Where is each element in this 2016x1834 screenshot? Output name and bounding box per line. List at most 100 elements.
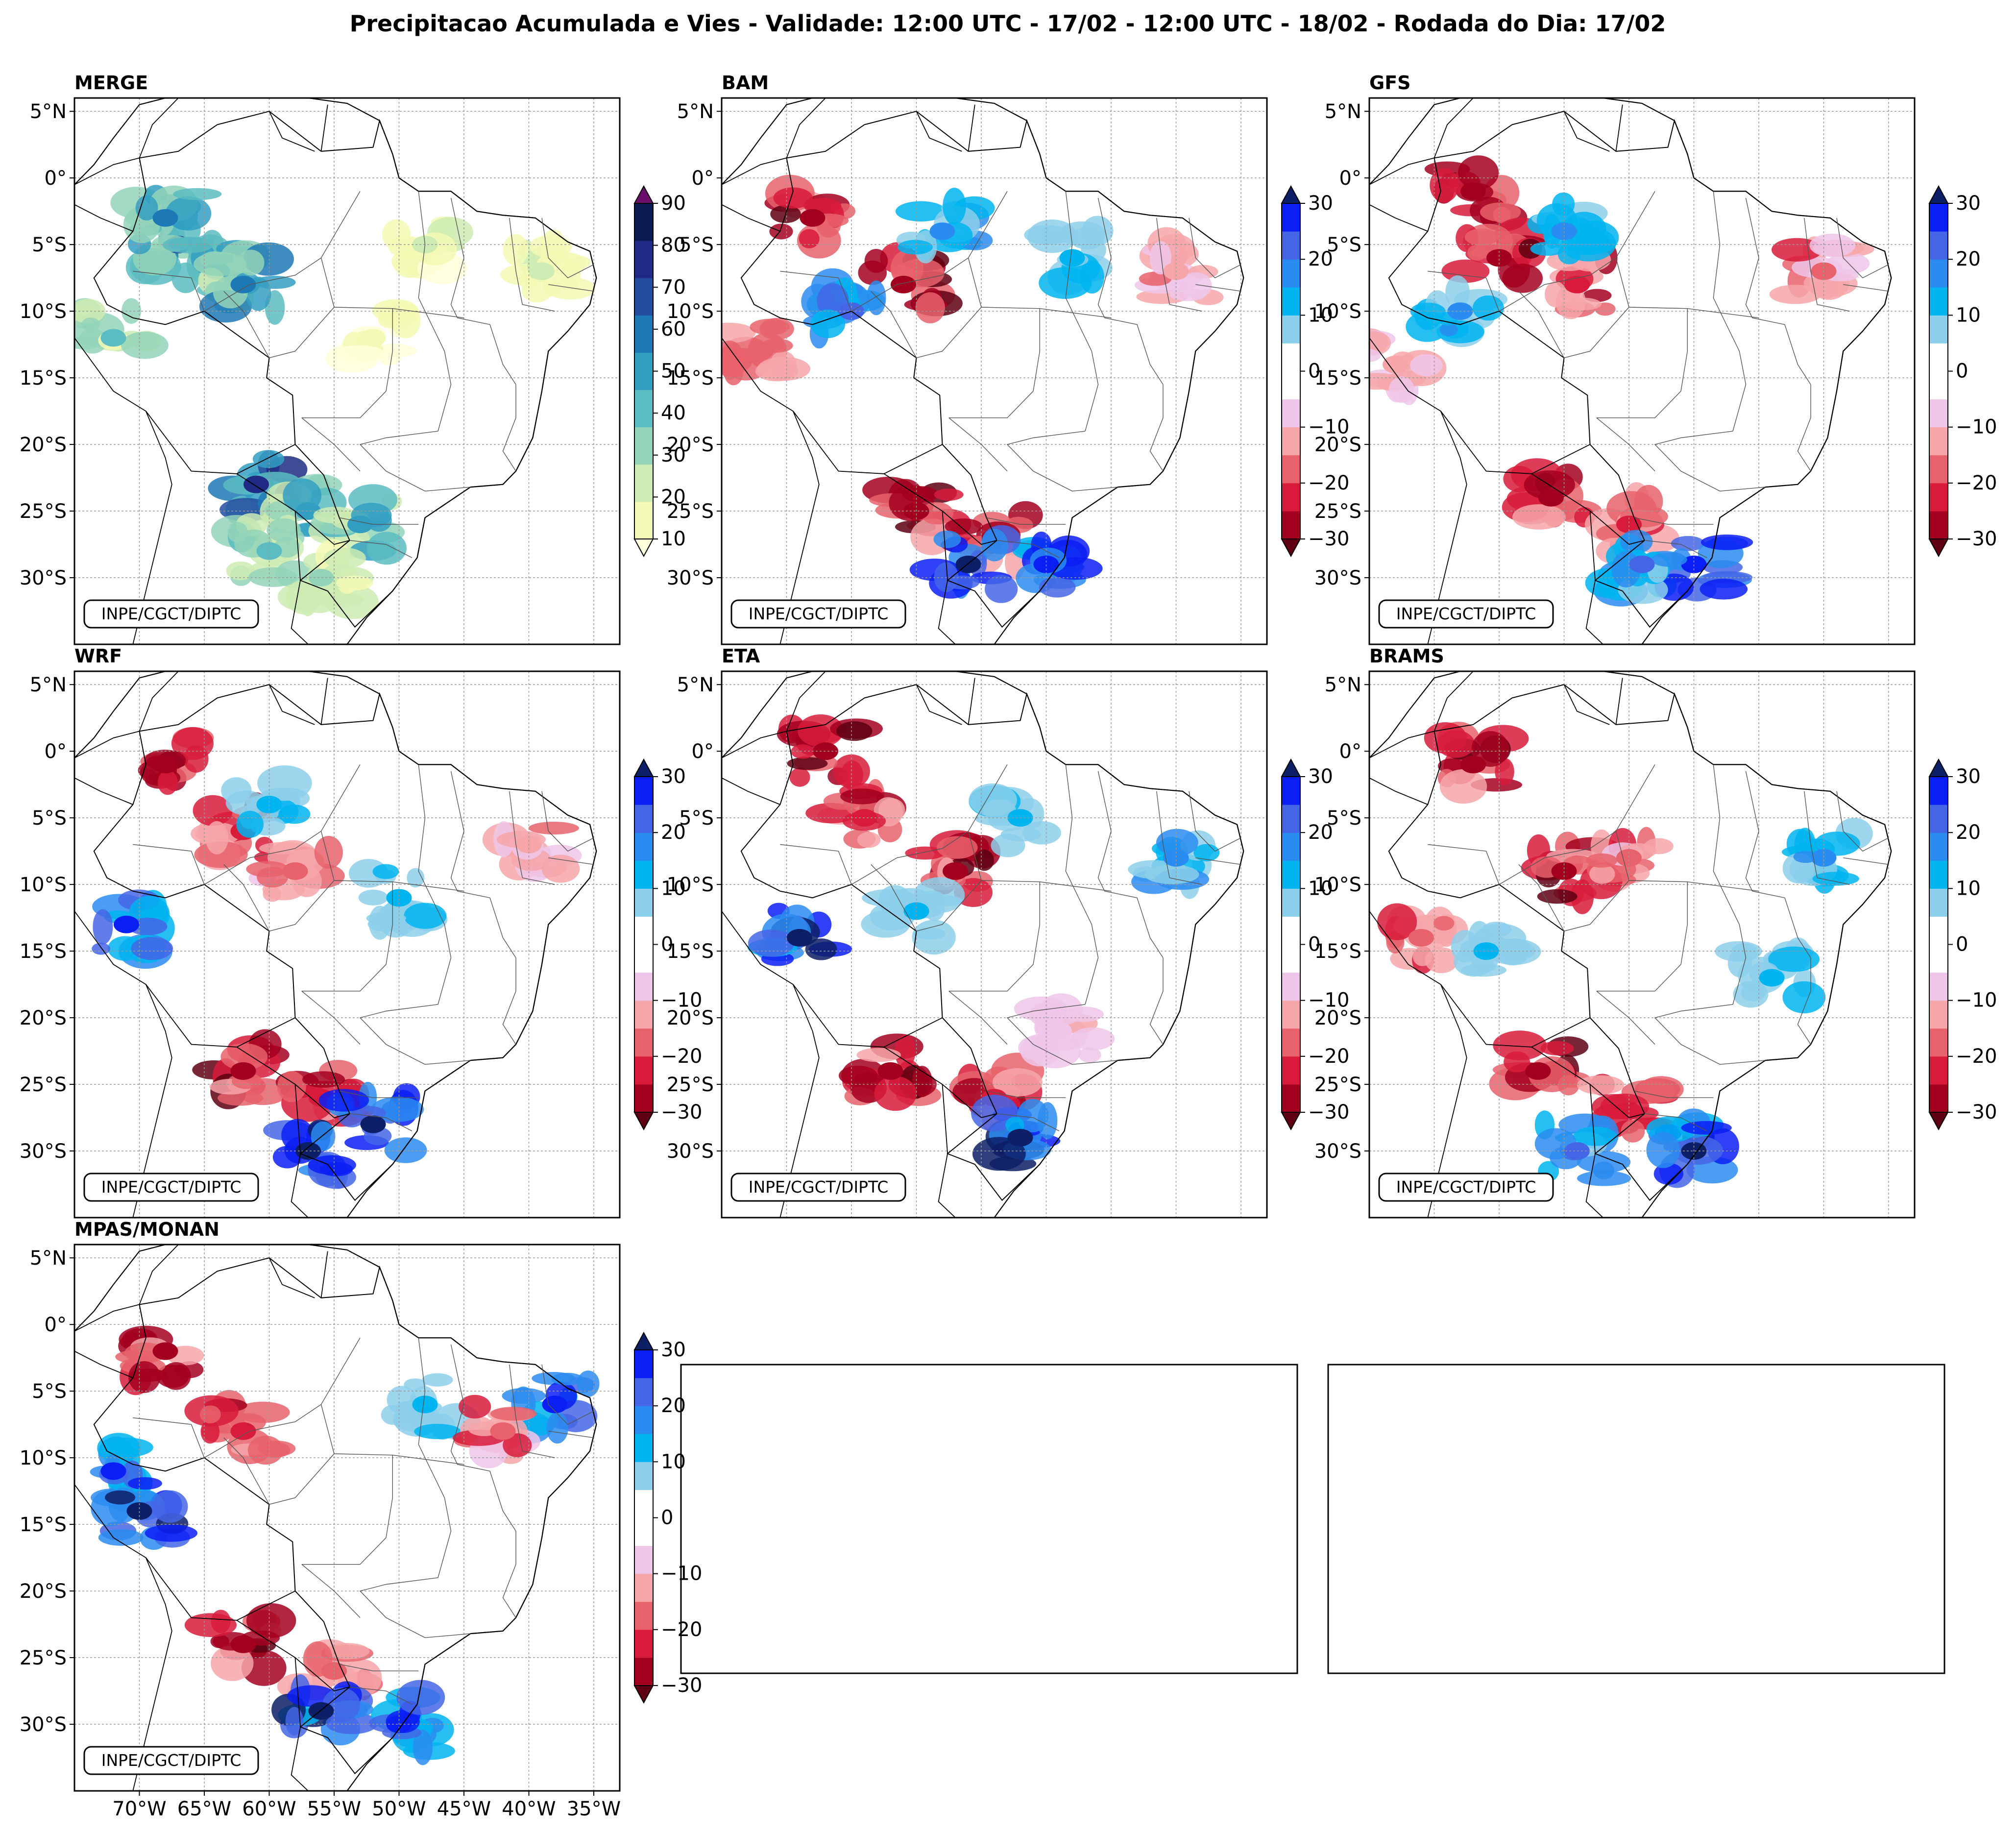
field-blob	[861, 910, 910, 938]
credit-text: INPE/CGCT/DIPTC	[749, 604, 889, 623]
lat-tick-label: 20°S	[1314, 1007, 1361, 1029]
lat-tick-label: 10°S	[1314, 874, 1361, 896]
field-core	[1551, 862, 1577, 880]
colorbar-segment	[1282, 259, 1300, 288]
field-blob	[1472, 295, 1504, 321]
map-frame	[721, 670, 1268, 1219]
credit-box	[1378, 1173, 1554, 1202]
field-blob	[799, 229, 820, 248]
field-blob	[902, 486, 939, 503]
lat-tick-label: 5°S	[32, 807, 67, 830]
colorbar-segment	[1282, 483, 1300, 512]
colorbar-segment	[1282, 972, 1300, 1001]
field-blob	[748, 929, 795, 957]
country-border	[320, 678, 328, 725]
field-blob	[945, 518, 983, 535]
colorbar-segment	[1282, 315, 1300, 343]
field-blob	[1059, 221, 1106, 246]
state-border	[133, 844, 205, 885]
colorbar-segment	[1929, 1028, 1948, 1057]
colorbar-segment	[634, 1490, 653, 1518]
field-blob	[1410, 354, 1443, 377]
country-border	[1531, 1047, 1645, 1118]
field-blob	[864, 249, 888, 273]
colorbar-segment	[634, 1084, 653, 1113]
field-blob	[1078, 1047, 1101, 1063]
colorbar-segment	[634, 1406, 653, 1434]
colorbar-segment	[634, 1434, 653, 1462]
field-blob	[1079, 260, 1104, 294]
colorbar-segment	[634, 315, 653, 353]
field-blob	[121, 298, 142, 324]
state-border	[1713, 191, 1747, 432]
state-border	[1596, 991, 1655, 1045]
state-border	[1654, 1004, 1766, 1065]
field-core	[1033, 555, 1059, 573]
state-border	[502, 1531, 516, 1618]
colorbar-segment	[1282, 832, 1300, 861]
colorbar-segment	[1929, 455, 1948, 484]
field-blob	[257, 765, 312, 801]
field-blob	[798, 714, 844, 747]
field-blob	[1782, 981, 1826, 1014]
colorbar-segment	[634, 1601, 653, 1630]
field-blob	[1681, 1121, 1732, 1135]
state-border	[1836, 218, 1889, 278]
field-blob	[310, 591, 365, 608]
colorbar-tick-label: −30	[661, 1101, 702, 1124]
panel-title: BAM	[722, 72, 769, 94]
field-blob	[404, 903, 447, 929]
colorbar-tick-label: 0	[661, 933, 673, 956]
colorbar-segment	[1282, 399, 1300, 428]
lat-tick-label: 25°S	[1314, 500, 1361, 523]
colorbar-segment	[1929, 427, 1948, 456]
colorbar-tick-label: 30	[661, 1339, 686, 1361]
field-blob	[750, 318, 790, 335]
field-blob	[969, 783, 1017, 817]
lat-tick-label: 5°S	[32, 234, 67, 256]
colorbar-tick-label: 50	[661, 360, 686, 383]
brazil-border	[740, 684, 1244, 1201]
field-blob	[220, 1043, 268, 1071]
state-border	[1065, 191, 1099, 432]
field-blob	[131, 937, 173, 960]
figure-title: Precipitacao Acumulada e Vies - Validade…	[350, 10, 1666, 37]
country-border	[1369, 910, 1467, 1218]
colorbar-segment	[634, 1462, 653, 1490]
field-blob	[1557, 1075, 1579, 1096]
colorbar-segment	[1929, 483, 1948, 512]
field-blob	[1771, 238, 1822, 262]
state-border	[320, 1404, 464, 1465]
state-border	[1189, 791, 1241, 852]
colorbar-segment	[634, 278, 653, 316]
field-blob	[161, 1362, 191, 1390]
field-core	[360, 1115, 386, 1133]
field-blob	[1425, 947, 1458, 974]
field-blob	[1389, 376, 1414, 403]
lat-tick-label: 5°S	[679, 807, 714, 830]
colorbar-segment	[1282, 916, 1300, 945]
field-blob	[545, 277, 596, 300]
state-border	[204, 1338, 361, 1458]
colorbar-precip: 10 20 30 40 50 60 70 80 90	[633, 185, 686, 558]
lat-tick-label: 0°	[45, 740, 67, 763]
field-blob	[933, 530, 961, 548]
field-blob	[152, 1490, 188, 1523]
map-panel-eta: ETA 5°N 0° 5°S 10°S 15°S 20°S 25°S 30°S INPE/CGCT…	[667, 645, 1268, 1219]
colorbar-segment	[634, 1056, 653, 1085]
state-border	[1428, 844, 1500, 885]
state-border	[1713, 764, 1747, 1005]
colorbar-segment	[634, 1573, 653, 1602]
field-blob	[1671, 536, 1705, 551]
field-blob	[521, 278, 553, 303]
field-blob	[162, 237, 214, 253]
brazil-border	[93, 111, 597, 628]
field-core	[1163, 849, 1189, 867]
field-blob	[211, 1645, 254, 1681]
lat-tick-label: 15°S	[20, 1514, 67, 1536]
colorbar-segment	[1282, 371, 1300, 400]
country-border	[722, 337, 820, 644]
lat-tick-label: 25°S	[20, 1647, 67, 1669]
state-border	[948, 991, 1008, 1045]
state-border	[1634, 517, 1714, 525]
